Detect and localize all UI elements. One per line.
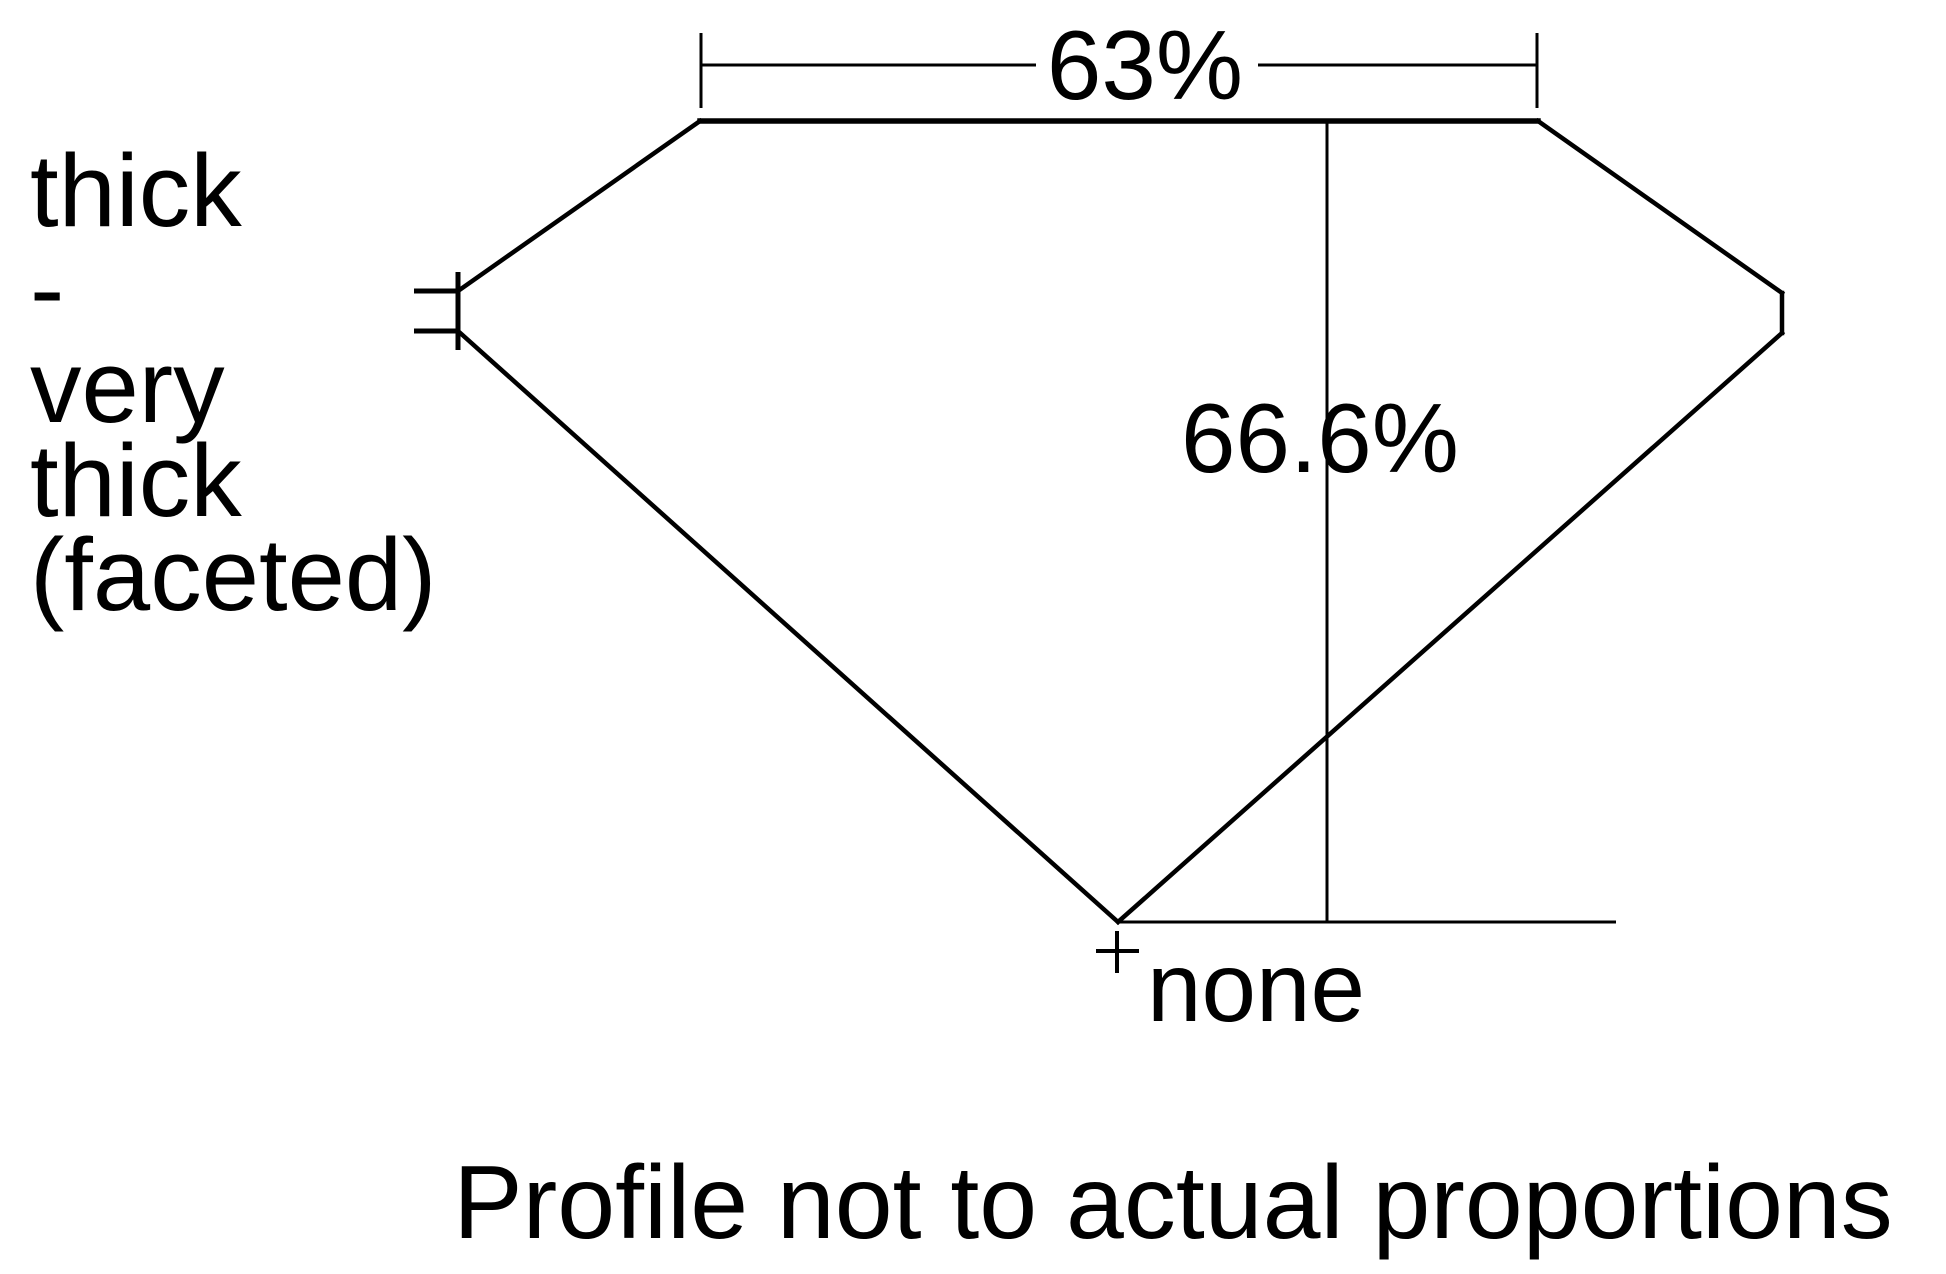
svg-text:63%: 63% (1047, 10, 1243, 120)
svg-text:none: none (1147, 932, 1365, 1042)
svg-text:(faceted): (faceted) (30, 517, 436, 632)
svg-text:66.6%: 66.6% (1181, 383, 1459, 493)
svg-text:Profile not to actual proporti: Profile not to actual proportions (453, 1145, 1893, 1261)
